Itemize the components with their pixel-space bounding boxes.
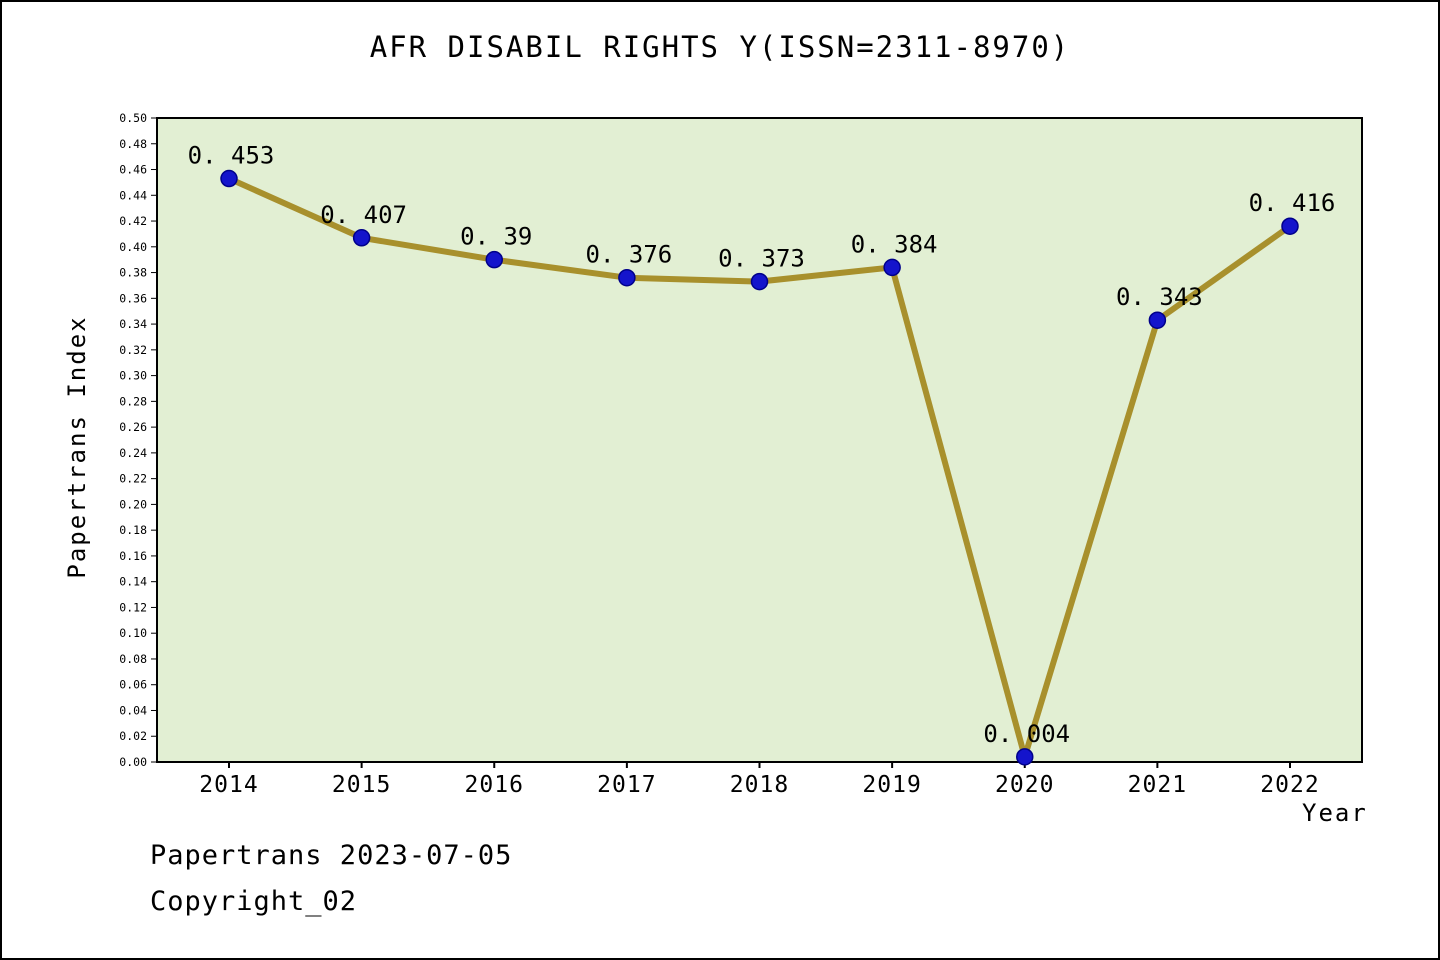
point-label: 0. 004 <box>983 720 1070 748</box>
point-label: 0. 407 <box>320 201 407 229</box>
y-tick-label: 0.36 <box>119 291 147 305</box>
x-tick-label: 2019 <box>862 772 921 798</box>
point-label: 0. 416 <box>1249 189 1336 217</box>
point-label: 0. 384 <box>851 230 938 258</box>
x-axis-label: Year <box>1302 799 1368 827</box>
data-point <box>883 258 901 277</box>
footer-papertrans-date: Papertrans 2023-07-05 <box>150 840 513 871</box>
x-tick-label: 2015 <box>332 772 391 798</box>
data-point <box>750 272 769 291</box>
y-tick-label: 0.08 <box>119 652 147 666</box>
x-tick-label: 2017 <box>597 772 656 798</box>
data-point <box>618 268 636 287</box>
data-point <box>220 169 238 188</box>
data-point <box>1148 311 1167 329</box>
y-tick-label: 0.16 <box>119 549 147 563</box>
point-label: 0. 343 <box>1116 283 1203 311</box>
y-tick-label: 0.26 <box>119 420 147 434</box>
y-tick-label: 0.00 <box>119 755 147 769</box>
y-tick-label: 0.34 <box>119 317 147 331</box>
y-tick-label: 0.32 <box>119 343 147 357</box>
y-tick-label: 0.24 <box>119 446 147 460</box>
y-tick-label: 0.14 <box>119 575 147 589</box>
y-tick-label: 0.18 <box>119 523 147 537</box>
point-label: 0. 376 <box>586 241 673 269</box>
data-point <box>1281 217 1299 235</box>
x-tick-label: 2021 <box>1128 772 1187 798</box>
y-tick-label: 0.48 <box>119 137 147 151</box>
y-tick-label: 0.30 <box>119 369 147 383</box>
chart-title: AFR DISABIL RIGHTS Y(ISSN=2311-8970) <box>369 30 1071 64</box>
point-label: 0. 373 <box>718 245 805 273</box>
y-tick-label: 0.50 <box>119 111 147 125</box>
y-tick-label: 0.38 <box>119 266 147 280</box>
y-tick-label: 0.12 <box>119 600 147 614</box>
y-tick-label: 0.22 <box>119 472 147 486</box>
y-axis-label: Papertrans Index <box>63 315 91 579</box>
x-tick-label: 2020 <box>995 772 1054 798</box>
y-tick-label: 0.46 <box>119 163 147 177</box>
y-tick-label: 0.28 <box>119 394 147 408</box>
x-tick-label: 2022 <box>1260 772 1319 798</box>
data-point <box>1016 748 1034 766</box>
y-tick-label: 0.42 <box>119 214 147 228</box>
x-tick-label: 2014 <box>199 772 258 798</box>
y-tick-label: 0.06 <box>119 678 147 692</box>
y-tick-label: 0.04 <box>119 703 147 717</box>
y-tick-label: 0.44 <box>119 188 147 202</box>
data-point <box>352 229 371 247</box>
point-label: 0. 39 <box>460 223 532 251</box>
plot-background <box>156 117 1363 763</box>
x-tick-label: 2018 <box>730 772 789 798</box>
y-tick-label: 0.02 <box>119 729 147 743</box>
y-tick-label: 0.40 <box>119 240 147 254</box>
point-label: 0. 453 <box>188 142 275 170</box>
data-point <box>485 250 503 269</box>
y-tick-label: 0.20 <box>119 497 147 511</box>
y-tick-label: 0.10 <box>119 626 147 640</box>
x-tick-label: 2016 <box>465 772 524 798</box>
footer-copyright: Copyright_02 <box>150 886 358 917</box>
